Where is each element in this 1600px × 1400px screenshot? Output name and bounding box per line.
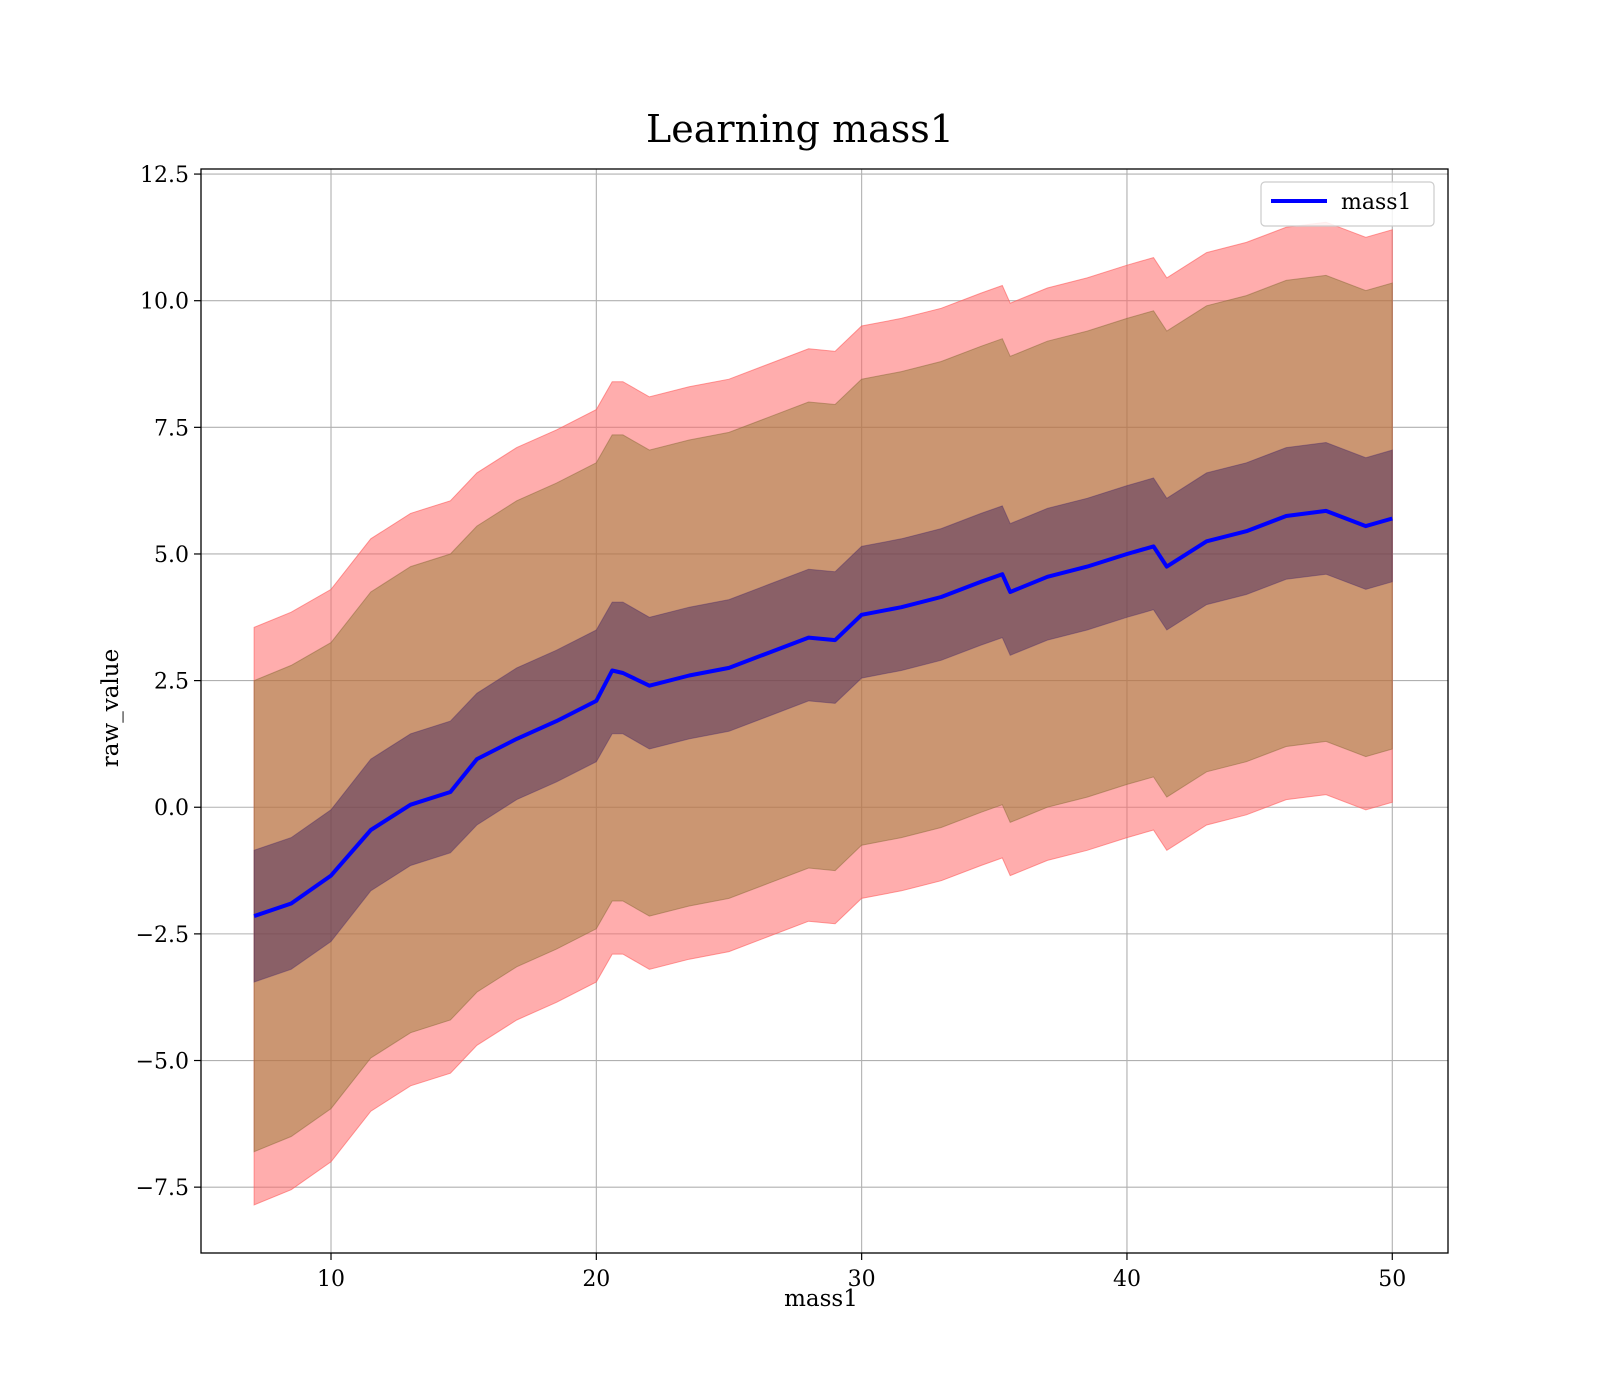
x-axis-title: mass1 xyxy=(784,1286,858,1312)
plot-frame xyxy=(200,168,1449,1254)
mean-line-layer xyxy=(253,508,1393,918)
y-axis-title: raw_value xyxy=(98,649,124,767)
middle-band-area xyxy=(253,274,1393,1153)
y-tick-label: 12.5 xyxy=(140,163,189,188)
y-tick-label: 0.0 xyxy=(154,796,189,821)
chart-title: Learning mass1 xyxy=(646,107,954,151)
confidence-bands xyxy=(253,221,1393,1206)
x-tick-label: 30 xyxy=(848,1267,876,1292)
x-tick-label: 50 xyxy=(1378,1267,1406,1292)
y-tick-label: 7.5 xyxy=(154,416,189,441)
y-tick-label: −2.5 xyxy=(136,923,189,948)
inner-band-area xyxy=(253,441,1393,983)
legend-label-mass1: mass1 xyxy=(1341,190,1412,215)
y-tick-label: 5.0 xyxy=(154,543,189,568)
x-tick-label: 20 xyxy=(582,1267,610,1292)
y-tick-label: −5.0 xyxy=(136,1050,189,1075)
y-tick-label: 2.5 xyxy=(154,670,189,695)
outer-band-area xyxy=(253,221,1393,1206)
legend: mass1 xyxy=(1260,181,1435,227)
y-tick-label: −7.5 xyxy=(136,1176,189,1201)
axis-ticks: 10 20 30 40 50 −7.5 −5.0 −2.5 0.0 2.5 5.0 7.5 10.0 12… xyxy=(136,163,1407,1292)
x-tick-label: 10 xyxy=(317,1267,345,1292)
legend-box xyxy=(1260,181,1435,227)
x-tick-label: 40 xyxy=(1113,1267,1141,1292)
y-tick-label: 10.0 xyxy=(140,290,189,315)
series-line-mass1 xyxy=(253,508,1393,918)
